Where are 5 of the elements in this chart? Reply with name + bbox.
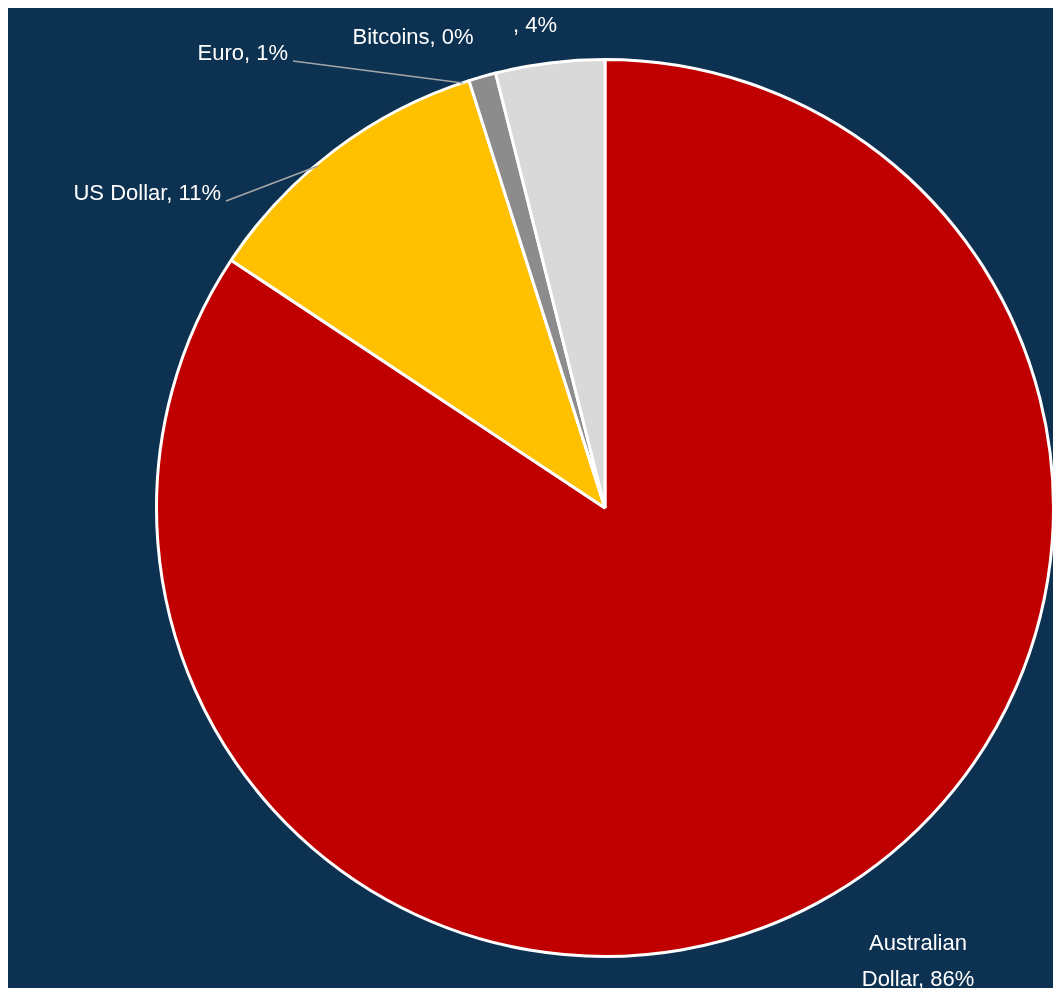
category-label: Bitcoins, 0% [352, 24, 474, 50]
slice-label: Australian Dollar, 86% [861, 930, 975, 988]
data-label: , 4% [512, 12, 558, 38]
slice-label: Euro, 1% [197, 40, 288, 66]
slice-label: US Dollar, 11% [73, 180, 221, 206]
